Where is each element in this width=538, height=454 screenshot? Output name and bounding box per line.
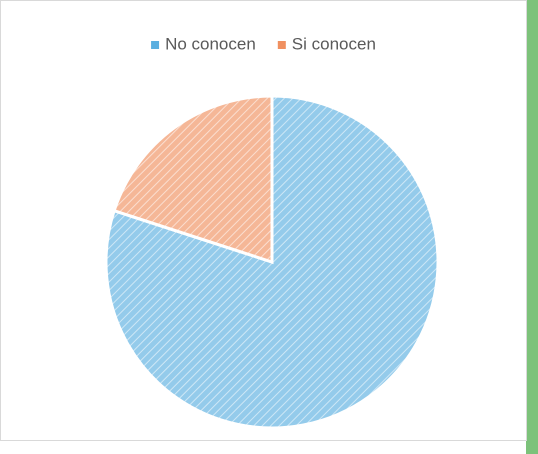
legend: No conocen Si conocen	[151, 34, 376, 53]
legend-swatch	[277, 41, 286, 49]
slice-pattern	[114, 96, 272, 262]
slice-group	[112, 94, 274, 265]
pie	[104, 94, 440, 430]
legend-label: Si conocen	[292, 34, 376, 53]
background-strip	[526, 0, 538, 454]
legend-swatch	[151, 41, 160, 49]
legend-label: No conocen	[165, 34, 256, 53]
